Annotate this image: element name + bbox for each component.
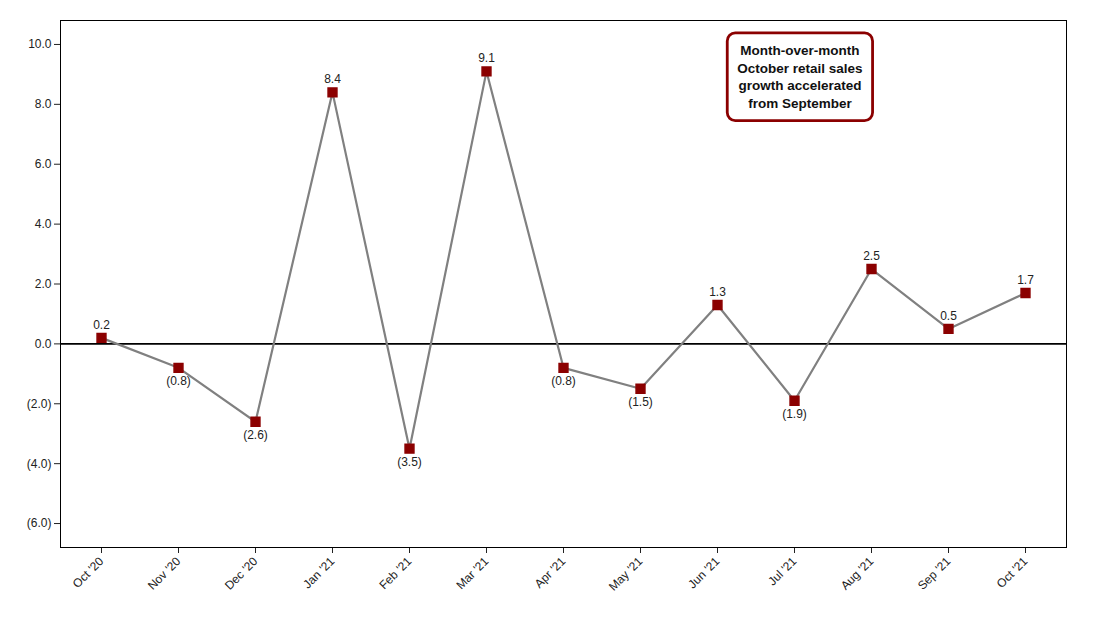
svg-text:0.5: 0.5	[940, 309, 957, 323]
svg-text:Jul '21: Jul '21	[765, 554, 799, 588]
svg-text:1.3: 1.3	[709, 285, 726, 299]
svg-text:Oct '20: Oct '20	[70, 554, 107, 591]
svg-text:Dec '20: Dec '20	[222, 554, 261, 593]
svg-text:(3.5): (3.5)	[397, 455, 422, 469]
svg-text:Mar '21: Mar '21	[453, 554, 491, 592]
svg-text:(2.0): (2.0)	[27, 397, 52, 411]
svg-text:(4.0): (4.0)	[27, 456, 52, 470]
svg-text:Month-over-monthOctober retail: Month-over-monthOctober retail salesgrow…	[737, 43, 862, 111]
svg-text:8.0: 8.0	[35, 97, 52, 111]
svg-text:2.0: 2.0	[35, 277, 52, 291]
svg-text:8.4: 8.4	[324, 72, 341, 86]
svg-text:(0.8): (0.8)	[166, 374, 191, 388]
svg-text:10.0: 10.0	[28, 37, 52, 51]
svg-text:(1.5): (1.5)	[628, 395, 653, 409]
svg-text:(0.8): (0.8)	[551, 374, 576, 388]
svg-text:Nov '20: Nov '20	[145, 554, 184, 593]
svg-text:Oct '21: Oct '21	[994, 554, 1031, 591]
svg-text:(1.9): (1.9)	[782, 407, 807, 421]
svg-text:9.1: 9.1	[478, 51, 495, 65]
svg-text:6.0: 6.0	[35, 157, 52, 171]
svg-text:Sep '21: Sep '21	[915, 554, 954, 593]
svg-text:Feb '21: Feb '21	[376, 554, 414, 592]
svg-text:Aug '21: Aug '21	[838, 554, 877, 593]
svg-text:2.5: 2.5	[863, 249, 880, 263]
svg-text:(6.0): (6.0)	[27, 516, 52, 530]
svg-text:May '21: May '21	[606, 554, 646, 594]
svg-text:Jan '21: Jan '21	[300, 554, 337, 591]
svg-text:4.0: 4.0	[35, 217, 52, 231]
svg-text:0.2: 0.2	[93, 318, 110, 332]
svg-text:Jun '21: Jun '21	[685, 554, 722, 591]
svg-text:1.7: 1.7	[1017, 273, 1034, 287]
svg-text:(2.6): (2.6)	[243, 428, 268, 442]
svg-text:Apr '21: Apr '21	[532, 554, 569, 591]
svg-text:0.0: 0.0	[35, 337, 52, 351]
